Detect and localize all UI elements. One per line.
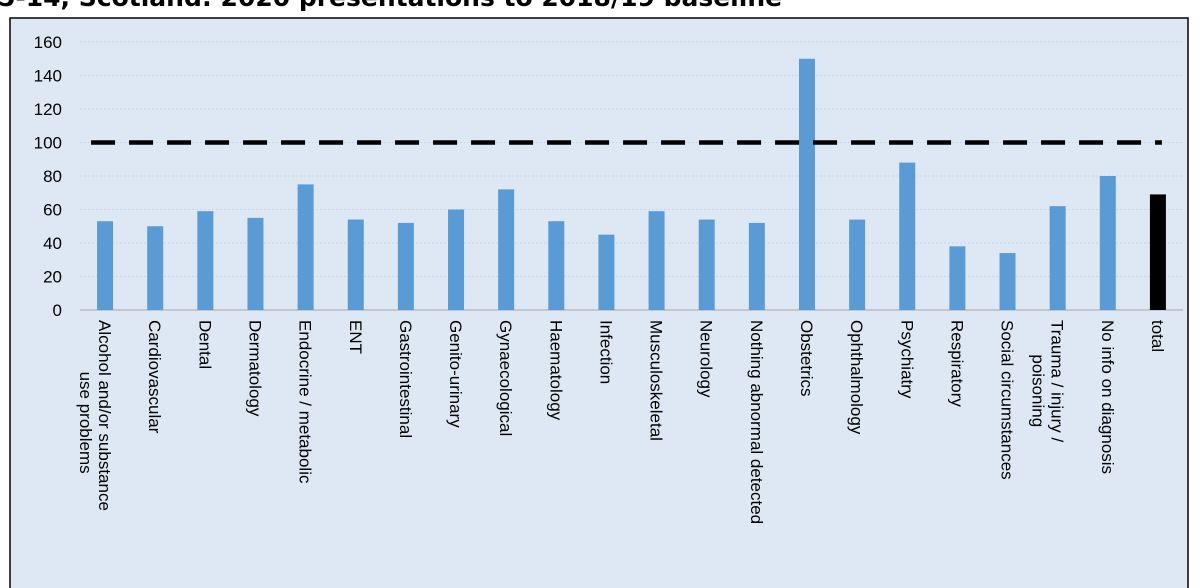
bar: [899, 162, 916, 310]
x-tick-label: Nothing abnormal detected: [747, 320, 766, 524]
x-tick-label: Dental: [195, 320, 214, 369]
bar: [448, 209, 465, 310]
x-tick-label: Dermatology: [245, 320, 264, 417]
x-tick-label: ENT: [346, 320, 365, 354]
x-tick-label: Social circumstances: [998, 320, 1017, 480]
bar: [197, 211, 214, 310]
bar: [548, 221, 565, 310]
x-tick-label: Neurology: [697, 320, 716, 398]
bar: [999, 253, 1016, 310]
x-tick-label: Ophthalmology: [847, 320, 866, 435]
x-tick-label: total: [1148, 320, 1167, 352]
bar: [1149, 194, 1166, 310]
bar: [698, 219, 715, 310]
x-tick-label: Trauma / injury /poisoning: [1029, 320, 1067, 442]
bar: [498, 189, 515, 310]
x-tick-label: Cardiovascular: [145, 320, 164, 434]
bar: [798, 58, 815, 310]
y-tick-label: 20: [43, 268, 62, 287]
x-tick-label: Infection: [596, 320, 615, 384]
y-tick-label: 160: [34, 33, 62, 52]
bar: [1099, 176, 1116, 310]
bar: [748, 222, 765, 310]
bar: [347, 219, 364, 310]
x-tick-label: Endocrine / metabolic: [296, 320, 315, 484]
x-tick-label: Psychiatry: [897, 320, 916, 399]
x-tick-label: Obstetrics: [797, 320, 816, 397]
x-tick-label: Gynaecological: [496, 320, 515, 436]
y-tick-label: 0: [53, 301, 62, 320]
y-tick-label: 40: [43, 234, 62, 253]
bar: [598, 234, 615, 310]
x-tick-label: Genito-urinary: [446, 320, 465, 428]
bar: [648, 211, 665, 310]
bar: [397, 222, 414, 310]
bar: [949, 246, 966, 310]
x-tick-label: No info on diagnosis: [1098, 320, 1117, 474]
y-tick-label: 140: [34, 67, 62, 86]
x-tick-label: Alcohol and/or substanceuse problems: [76, 320, 114, 511]
y-tick-label: 80: [43, 167, 62, 186]
x-tick-label: Haematology: [546, 320, 565, 421]
bar: [297, 184, 314, 310]
chart-title: 5-14, Scotland: 2020 presentations to 20…: [0, 0, 782, 12]
y-tick-label: 120: [34, 100, 62, 119]
y-tick-label: 100: [34, 134, 62, 153]
bar: [247, 217, 264, 310]
bar: [147, 226, 164, 310]
bar: [1049, 206, 1066, 310]
y-tick-label: 60: [43, 201, 62, 220]
x-tick-label: Respiratory: [947, 320, 966, 407]
x-tick-label: Musculoskeletal: [647, 320, 666, 441]
x-tick-label: Gastrointestinal: [396, 320, 415, 438]
bar: [97, 221, 114, 310]
bar: [849, 219, 866, 310]
